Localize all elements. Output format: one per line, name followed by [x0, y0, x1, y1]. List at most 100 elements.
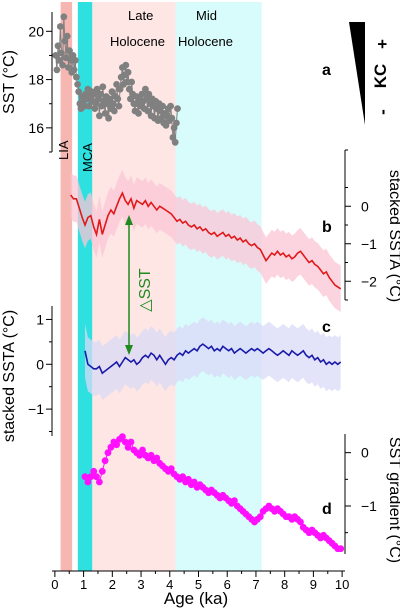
- panel-a-point: [174, 105, 181, 112]
- panel-a-point: [135, 110, 142, 117]
- panel-d-ylabel: SST gradient (°C): [386, 437, 400, 563]
- panel-d-point: [153, 454, 161, 462]
- x-tick-label: 6: [224, 577, 231, 592]
- panel-a-point: [144, 107, 152, 115]
- x-axis-label: Age (ka): [164, 589, 228, 608]
- panel-a-point: [116, 85, 124, 93]
- x-tick-label: 5: [195, 577, 202, 592]
- panel-d-label: d: [322, 501, 332, 518]
- panel-d-point: [98, 467, 106, 475]
- panel-d-point: [104, 449, 112, 457]
- panel-d-point: [119, 433, 126, 441]
- panel-a-point: [145, 90, 153, 98]
- panel-d-point: [179, 473, 187, 481]
- panel-d-point: [127, 438, 135, 446]
- period-label-mca: MCA: [80, 143, 95, 172]
- panel-a-point: [93, 85, 101, 93]
- delta-sst-arrow-down: [125, 345, 133, 355]
- delta-sst-label: △SST: [137, 268, 154, 312]
- x-ticks: 0 1 2 3 4 5 6 7 8 9 10: [51, 571, 349, 592]
- kc-indicator: - KC +: [349, 22, 392, 125]
- period-label-holocene-late: Holocene: [110, 34, 165, 49]
- panel-a-point: [56, 23, 64, 30]
- panel-a-point: [65, 64, 72, 71]
- panel-a-point: [122, 61, 130, 69]
- panel-a-point: [142, 85, 149, 93]
- period-band-1: [77, 2, 93, 571]
- panel-d-point: [185, 475, 192, 483]
- panel-d-point: [81, 473, 89, 481]
- panel-a-point: [63, 32, 71, 40]
- panel-a-ylabel: SST (°C): [1, 50, 18, 114]
- period-backgrounds: [60, 2, 262, 571]
- panel-a-point: [75, 88, 83, 96]
- kc-plus-sign: +: [373, 39, 392, 49]
- panel-d-point: [90, 467, 98, 475]
- panel-a-point: [97, 90, 104, 98]
- panel-a-point: [99, 83, 107, 91]
- panel-d-ytick-label: 0: [361, 445, 369, 461]
- period-band-0: [60, 2, 73, 571]
- panel-a-point: [90, 90, 98, 98]
- panel-a-point: [70, 66, 78, 74]
- panel-a-point: [54, 42, 62, 50]
- period-label-late: Late: [128, 8, 153, 23]
- panel-c-ytick-label: 0: [36, 356, 44, 372]
- panel-a-point: [124, 68, 132, 76]
- panel-a-point: [101, 110, 109, 117]
- x-tick-label: 0: [51, 577, 58, 592]
- panel-d-point: [297, 518, 304, 526]
- x-tick-label: 1: [80, 577, 87, 592]
- panel-d-point: [113, 441, 120, 449]
- panel-c-uncertainty-band: [85, 317, 341, 401]
- panel-a-point: [96, 112, 103, 120]
- period-label-lia: LIA: [56, 140, 71, 160]
- panel-a-ytick-label: 18: [28, 72, 44, 88]
- panel-d-point: [84, 478, 92, 486]
- kc-minus-sign: -: [373, 109, 392, 115]
- panel-a-point: [106, 95, 114, 103]
- x-tick-label: 3: [137, 577, 144, 592]
- panel-b-uncertainty-band: [70, 169, 341, 312]
- panel-a-point: [113, 81, 120, 88]
- x-tick-label: 4: [166, 577, 173, 592]
- panel-d-ytick-label: −1: [361, 498, 377, 514]
- panel-a-point: [71, 56, 79, 64]
- panel-a-point: [115, 102, 123, 110]
- panel-a-point: [66, 47, 73, 54]
- panel-a-label: a: [322, 62, 331, 79]
- panel-a-point: [105, 114, 112, 122]
- panel-a-point: [159, 102, 167, 110]
- panel-a-point: [52, 52, 60, 59]
- panel-d-point: [101, 457, 109, 465]
- panel-d-point: [147, 451, 155, 459]
- x-tick-label: 10: [335, 577, 349, 592]
- panel-d-point: [256, 513, 264, 521]
- panel-a-point: [125, 85, 133, 93]
- panel-a-point: [128, 78, 136, 86]
- panel-a-ytick-label: 16: [28, 120, 44, 136]
- panel-b-series-line: [70, 191, 342, 290]
- panel-d-point: [337, 545, 345, 553]
- period-label-mid: Mid: [196, 8, 217, 23]
- panel-b-ytick-label: 0: [361, 198, 369, 214]
- kc-wedge: [349, 22, 365, 125]
- panel-c-ylabel: stacked SSTA (°C): [1, 310, 18, 442]
- kc-label: KC: [371, 64, 390, 89]
- panel-c-ytick-label: 1: [36, 311, 44, 327]
- panel-a-point: [74, 81, 81, 88]
- period-band-3: [175, 2, 262, 571]
- panel-a-point: [110, 107, 118, 115]
- panel-c-label: c: [322, 319, 331, 336]
- panel-d-point: [107, 443, 115, 451]
- x-tick-label: 9: [310, 577, 317, 592]
- panel-d-point: [136, 451, 144, 459]
- panel-d-point: [139, 446, 146, 454]
- panel-a-point: [108, 88, 116, 96]
- panel-a-point: [162, 122, 170, 129]
- panel-b-ylabel: stacked SSTA (°C): [386, 170, 400, 302]
- panel-d-point: [121, 438, 129, 446]
- panel-a-point: [168, 114, 176, 122]
- x-axis: 0 1 2 3 4 5 6 7 8 9 10 Age (ka): [51, 570, 349, 608]
- panel-b-ytick-label: −2: [361, 273, 377, 289]
